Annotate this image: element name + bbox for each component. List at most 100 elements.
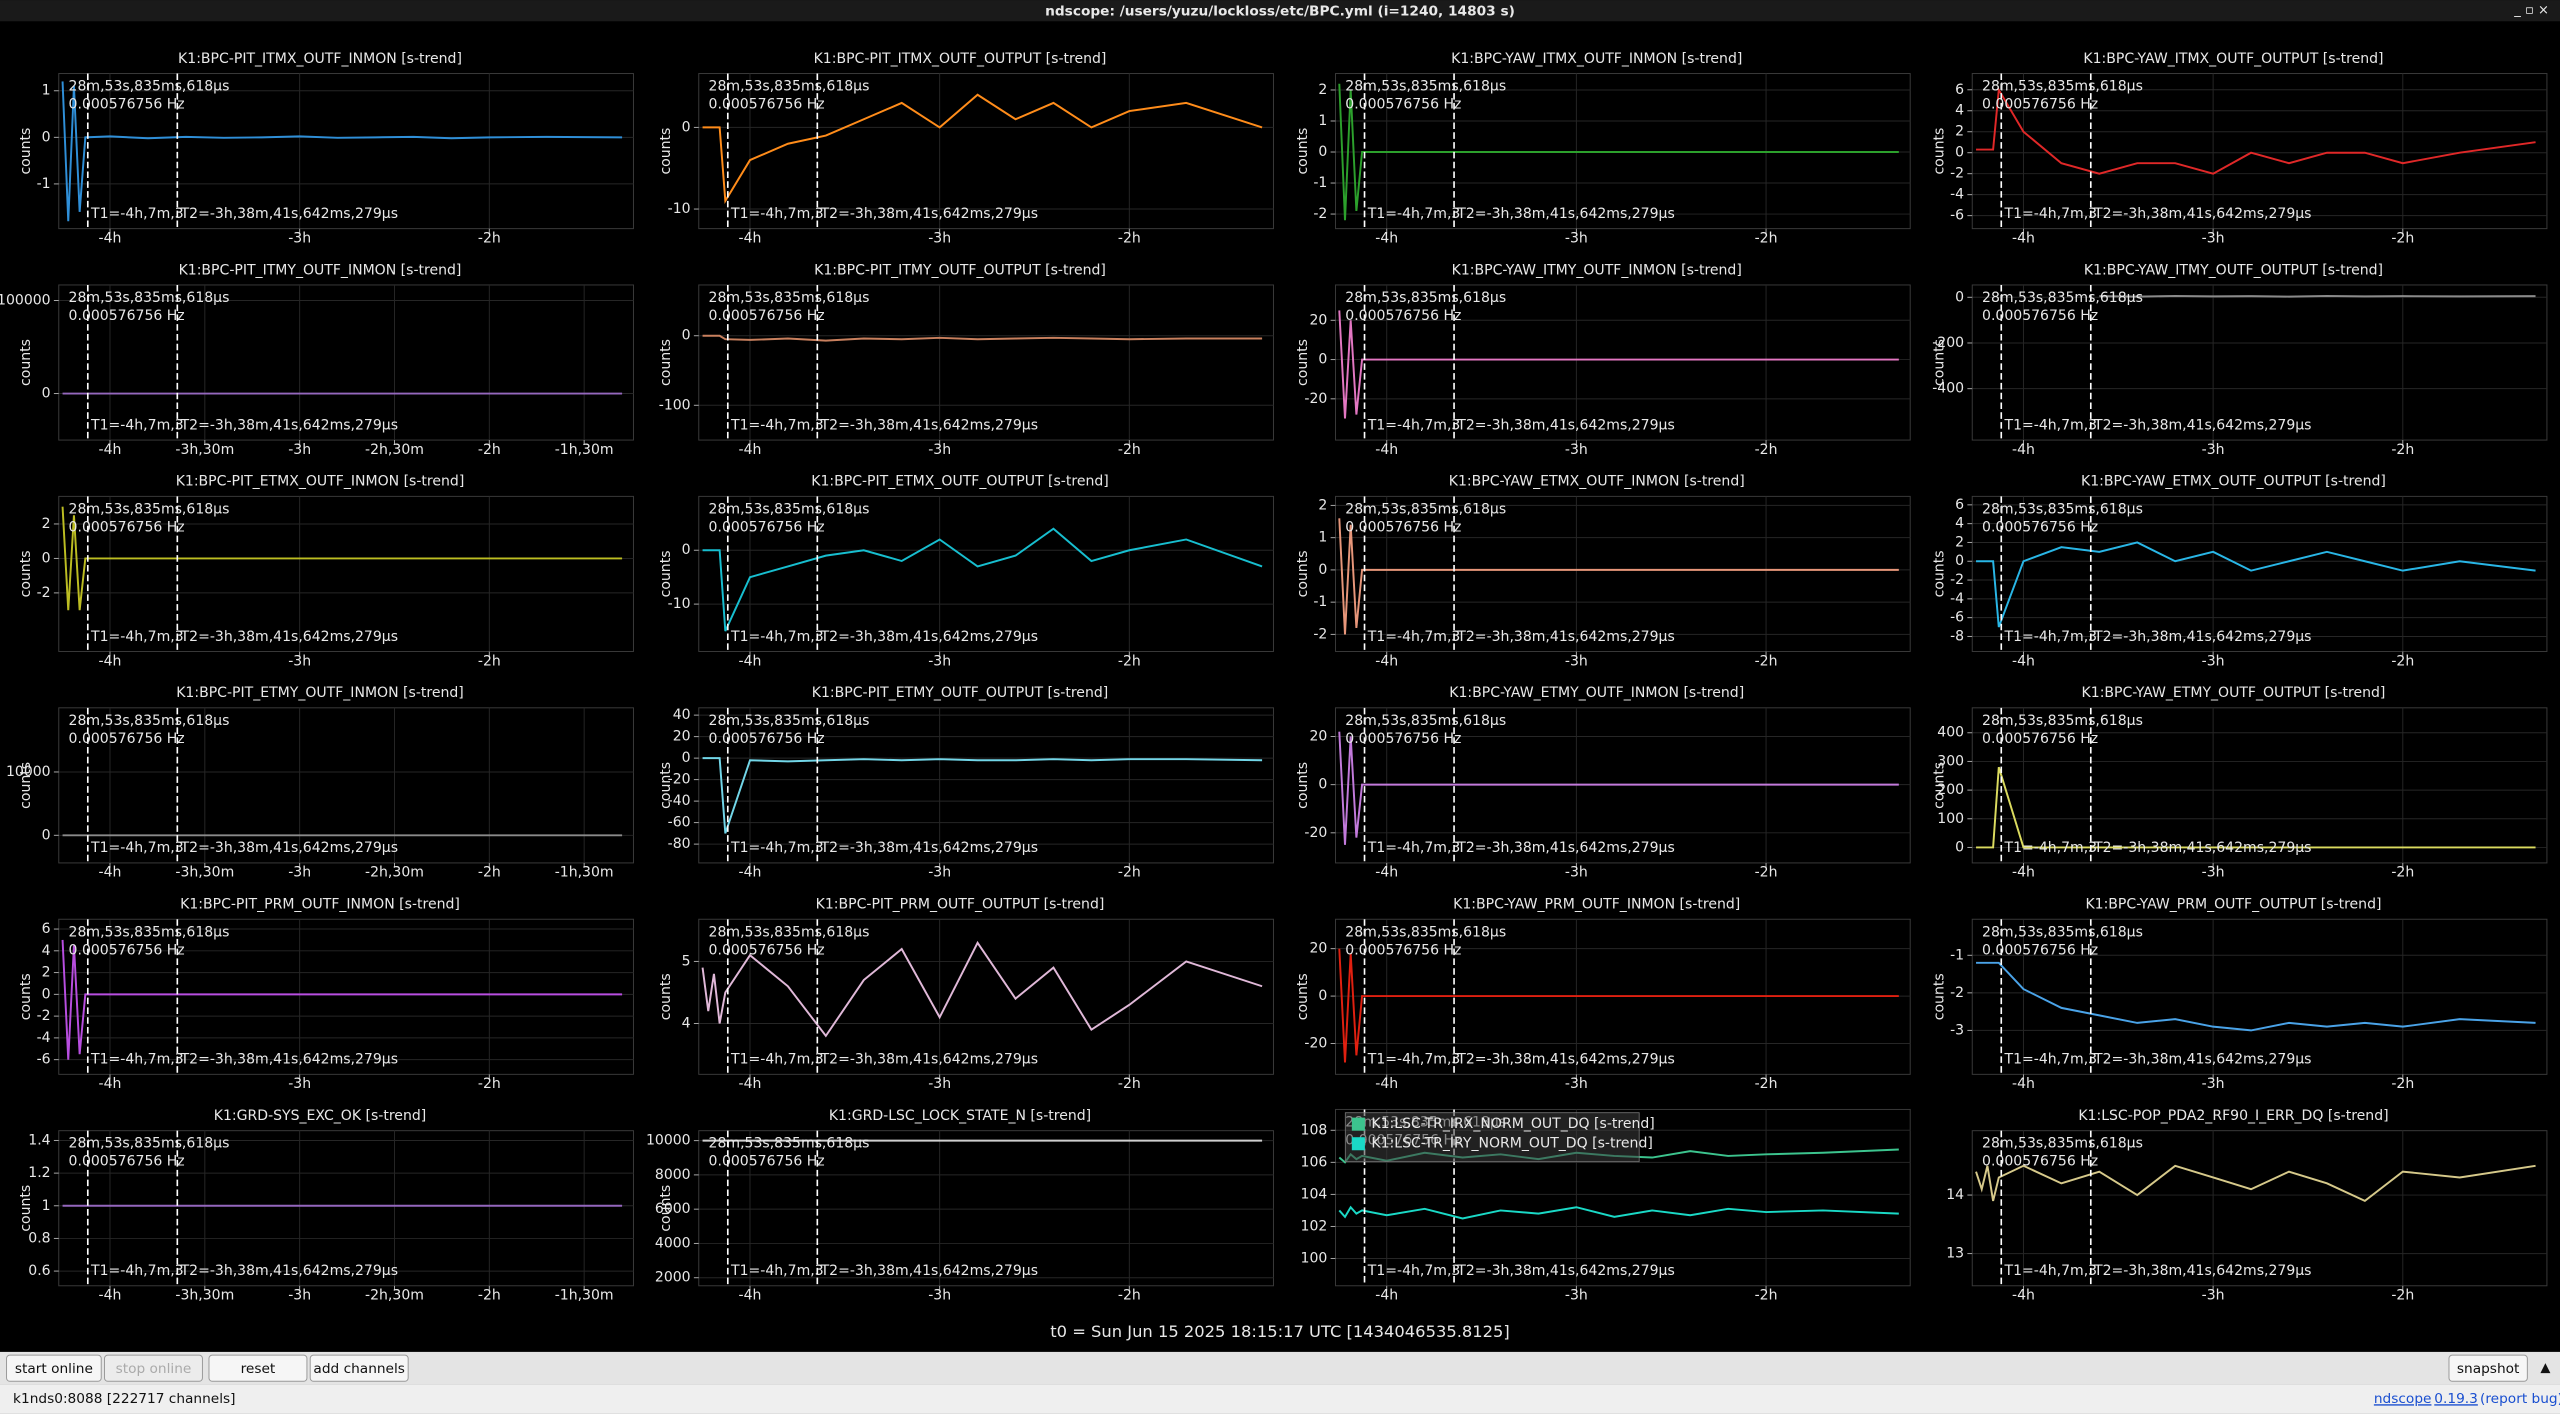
x-tick-label: -2h,30m [365,865,424,881]
plot: K1:GRD-SYS_EXC_OK [s-trend] counts 1.4 1.2 1… [18,1108,634,1304]
button-label[interactable]: add channels [313,1361,405,1377]
trace [1338,948,1899,1063]
plot-area [58,707,634,864]
button[interactable] [2448,1354,2528,1382]
plot-title: K1:BPC-YAW_ETMY_OUTF_INMON [s-trend] [1449,685,1744,701]
y-tick-label: 4 [1955,516,1964,532]
trace [1338,518,1899,635]
report-link[interactable]: (report bug) [2480,1391,2560,1407]
trace [1976,961,2536,1032]
x-tick-label: -2h [1118,1288,1141,1304]
app-link[interactable]: ndscope [2374,1391,2432,1407]
cursor-label: T1=-4h,7m,3 [2004,840,2098,856]
cursor-label: T1=-4h,7m,3 [1367,1263,1461,1279]
x-tick-label: -4h [739,1288,762,1304]
button-label[interactable]: reset [241,1361,276,1377]
y-tick-label: 40 [673,707,691,723]
y-tick-label: -2 [1950,572,1964,588]
x-tick-label: -3h [1565,442,1588,458]
plot: K1:BPC-PIT_ETMY_OUTF_INMON [s-trend] coun… [6,685,634,881]
cursor-label: T2=-3h,38m,41s,642ms,279µs [180,417,398,433]
y-tick-label: 2 [1955,124,1964,140]
cursor-delta: 28m,53s,835ms,618µs [1345,713,1506,729]
plot-area [1971,1130,2548,1287]
button-label[interactable]: start online [15,1361,93,1377]
cursor-label: T2=-3h,38m,41s,642ms,279µs [180,1052,398,1068]
x-tick-label: -1h,30m [555,1288,614,1304]
legend-label[interactable]: K1:LSC-TR_IRY_NORM_OUT_DQ [s-trend] [1371,1136,1652,1152]
y-tick-label: 2 [42,516,51,532]
y-axis-label: counts [1932,128,1948,175]
button[interactable] [208,1354,308,1382]
x-tick-label: -3h [1565,1288,1588,1304]
plot-title: K1:LSC-POP_PDA2_RF90_I_ERR_DQ [s-trend] [2078,1108,2388,1124]
x-tick-label: -4h [2012,230,2035,246]
cursor-label: T1=-4h,7m,3 [2004,1263,2098,1279]
legend-label[interactable]: K1:LSC-TR_IRX_NORM_OUT_DQ [s-trend] [1371,1116,1654,1132]
plot-title: K1:BPC-PIT_ETMX_OUTF_OUTPUT [s-trend] [811,474,1108,490]
y-tick-label: 0 [42,986,51,1002]
x-tick-label: -2h [1755,230,1778,246]
button-label: stop online [116,1361,192,1377]
y-axis-label: counts [658,550,674,597]
plot-title: K1:GRD-LSC_LOCK_STATE_N [s-trend] [829,1108,1091,1124]
y-tick-label: -2 [1313,626,1327,642]
window-controls[interactable]: _ ▫ × [2513,3,2549,18]
button-label[interactable]: snapshot [2457,1361,2520,1377]
plot: K1:BPC-PIT_ITMY_OUTF_OUTPUT [s-trend] cou… [658,262,1274,458]
y-tick-label: 1.4 [28,1132,50,1148]
button[interactable] [6,1354,102,1382]
cursor-label: T2=-3h,38m,41s,642ms,279µs [2093,840,2311,856]
cursor-frequency: 0.000576756 Hz [69,97,185,113]
cursor-delta: 28m,53s,835ms,618µs [709,1136,870,1152]
button[interactable] [309,1354,409,1382]
cursor-label: T1=-4h,7m,3 [730,206,824,222]
cursor-frequency: 0.000576756 Hz [1982,942,2098,958]
x-tick-label: -4h [739,1076,762,1092]
cursor-delta: 28m,53s,835ms,618µs [709,290,870,306]
trace [1976,86,2536,175]
x-tick-label: -2h [478,1288,501,1304]
plot: K1:BPC-YAW_ITMX_OUTF_INMON [s-trend] coun… [1295,51,1911,246]
cursor-delta: 28m,53s,835ms,618µs [709,79,870,95]
y-tick-label: 106 [1301,1154,1328,1170]
x-tick-label: -2h [1755,1288,1778,1304]
y-tick-label: 0 [1318,144,1327,160]
plot-area [1335,284,1911,441]
x-tick-label: -3h [1565,1076,1588,1092]
version-link[interactable]: 0.19.3 [2434,1391,2478,1407]
y-tick-label: -2 [1950,166,1964,182]
y-tick-label: 0 [42,129,51,145]
y-tick-label: 0 [1318,352,1327,368]
collapse-arrow[interactable]: ▲ [2540,1361,2550,1376]
plot-title: K1:BPC-PIT_ITMY_OUTF_INMON [s-trend] [179,262,462,278]
y-tick-label: 2 [1318,82,1327,98]
y-tick-label: 20 [1309,728,1327,744]
x-tick-label: -3h [2202,1076,2225,1092]
y-tick-label: 0 [42,827,51,843]
traces [1338,310,1899,419]
y-tick-label: 0 [682,328,691,344]
x-tick-label: -2h [1755,865,1778,881]
plot-area [1971,918,2548,1075]
cursor-label: T1=-4h,7m,3 [730,840,824,856]
y-tick-label: 0 [1318,988,1327,1004]
x-tick-label: -1h,30m [555,865,614,881]
y-tick-label: 100000 [0,292,51,308]
traces [2099,294,2536,298]
trace [1338,310,1899,419]
x-tick-label: -2h,30m [365,1288,424,1304]
y-tick-label: -2 [1950,985,1964,1001]
y-tick-label: 10000 [646,1133,691,1149]
plot: K1:BPC-YAW_ETMX_OUTF_INMON [s-trend] coun… [1295,474,1911,669]
cursor-delta: 28m,53s,835ms,618µs [69,713,230,729]
plot-title: K1:BPC-PIT_ETMY_OUTF_INMON [s-trend] [176,685,464,701]
y-tick-label: 20 [1309,312,1327,328]
trace [702,527,1263,632]
cursor-label: T2=-3h,38m,41s,642ms,279µs [820,840,1038,856]
y-tick-label: 1.2 [28,1165,50,1181]
plot: K1:LSC-POP_PDA2_RF90_I_ERR_DQ [s-trend] 1… [1946,1108,2548,1304]
y-axis-label: counts [658,339,674,386]
plot-title: K1:BPC-YAW_PRM_OUTF_INMON [s-trend] [1453,897,1740,913]
plot: K1:BPC-PIT_ITMX_OUTF_OUTPUT [s-trend] cou… [658,51,1274,246]
